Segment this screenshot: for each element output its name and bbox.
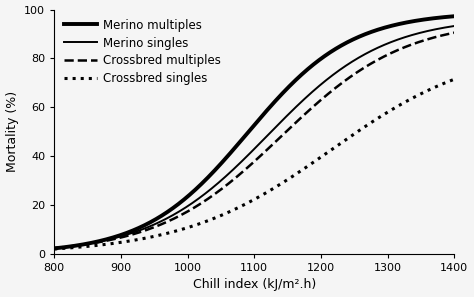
Merino multiples (51, 247, 57, 250)
Crossbred singles (51, 247, 57, 251)
Merino multiples (213, 167, 219, 171)
Y-axis label: Mortality (%): Mortality (%) (6, 91, 18, 172)
X-axis label: Chill index (kJ/m².h): Chill index (kJ/m².h) (192, 279, 316, 291)
Merino multiples (371, 29, 376, 33)
Legend: Merino multiples, Merino singles, Crossbred multiples, Crossbred singles: Merino multiples, Merino singles, Crossb… (60, 15, 224, 89)
Merino singles (213, 183, 219, 187)
Crossbred singles (213, 216, 219, 219)
Crossbred multiples (364, 65, 369, 68)
Crossbred multiples (213, 191, 219, 195)
Crossbred singles (326, 150, 332, 153)
Merino singles (364, 52, 369, 55)
Crossbred multiples (228, 180, 233, 184)
Merino singles (92, 241, 98, 244)
Crossbred multiples (326, 91, 332, 95)
Line: Merino singles: Merino singles (54, 26, 455, 248)
Crossbred singles (364, 124, 369, 128)
Merino multiples (326, 51, 332, 55)
Line: Crossbred singles: Crossbred singles (54, 79, 455, 249)
Merino singles (371, 48, 376, 52)
Merino singles (452, 24, 457, 28)
Crossbred singles (371, 119, 376, 123)
Merino multiples (364, 32, 369, 36)
Crossbred singles (92, 244, 98, 247)
Crossbred multiples (92, 241, 98, 245)
Crossbred multiples (51, 246, 57, 250)
Line: Merino multiples: Merino multiples (54, 16, 455, 248)
Merino singles (51, 246, 57, 250)
Crossbred singles (452, 78, 457, 81)
Merino singles (228, 170, 233, 174)
Crossbred multiples (371, 60, 376, 64)
Merino multiples (228, 151, 233, 155)
Merino multiples (452, 15, 457, 18)
Line: Crossbred multiples: Crossbred multiples (54, 33, 455, 248)
Crossbred singles (228, 210, 233, 213)
Crossbred multiples (452, 31, 457, 34)
Merino singles (326, 76, 332, 80)
Merino multiples (92, 240, 98, 244)
